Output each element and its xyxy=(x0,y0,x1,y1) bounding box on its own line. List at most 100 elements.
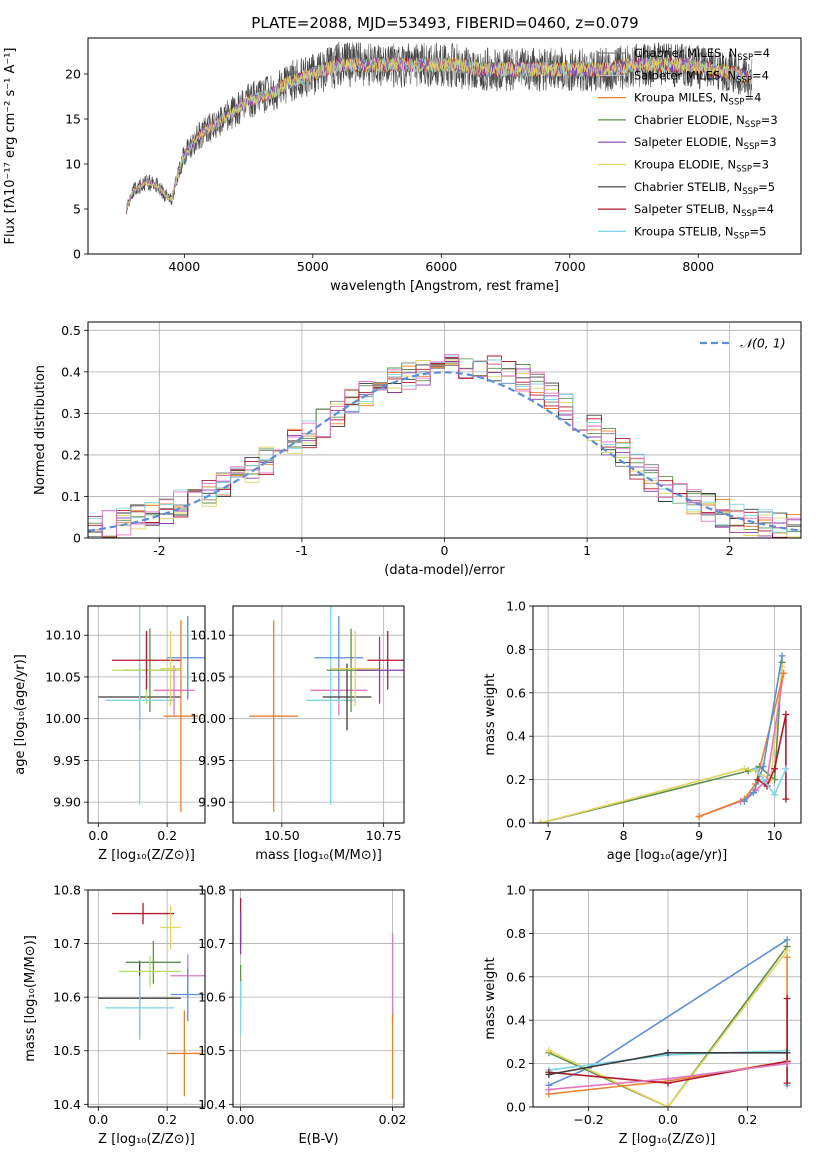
x-tick-label: 0.0 xyxy=(88,1112,108,1127)
x-tick-label: 0.0 xyxy=(88,828,108,843)
errorbar-point xyxy=(160,906,181,949)
y-tick-label: 10.4 xyxy=(53,1097,81,1112)
y-tick-label: 1.0 xyxy=(506,883,526,898)
x-tick-label: 0.02 xyxy=(379,1112,407,1127)
errorbar-points xyxy=(98,606,205,813)
legend-label: 𝒩(0, 1) xyxy=(740,336,786,351)
axis-ticks: 4000 5000 6000 7000 8000 0 5 10 15 20 xyxy=(65,67,714,275)
axis-ticks: −0.2 0.0 0.2 0.0 0.2 0.4 0.6 0.8 1.0 xyxy=(506,883,757,1128)
x-tick-label: 8000 xyxy=(682,259,714,274)
y-tick-label: 0.2 xyxy=(61,447,81,462)
x-tick-label: 7000 xyxy=(554,259,586,274)
weight-lines xyxy=(537,652,790,823)
weight-marker xyxy=(783,1049,791,1057)
weight-marker xyxy=(545,1086,553,1094)
y-axis-label: Flux [fλ10⁻¹⁷ erg cm⁻² s⁻¹ A⁻¹] xyxy=(3,48,18,245)
weight-marker xyxy=(664,1049,672,1057)
errorbar-point xyxy=(314,616,364,700)
legend-label: Chabrier STELIB, NSSP=5 xyxy=(634,180,775,197)
plot-frame xyxy=(532,605,802,824)
y-tick-label: 0.6 xyxy=(506,685,526,700)
weight-marker xyxy=(759,776,767,784)
panel-weight-vs-age: 7 8 9 10 0.0 0.2 0.4 0.6 0.8 1.0 age [log₁₀(age/yr… xyxy=(483,599,802,863)
legend-label: Kroupa MILES, NSSP=4 xyxy=(634,91,761,108)
y-tick-label: 10.5 xyxy=(198,1043,226,1058)
x-tick-label: 6000 xyxy=(425,259,457,274)
y-tick-label: 1.0 xyxy=(506,599,526,614)
x-axis-label: age [log₁₀(age/yr)] xyxy=(607,848,728,863)
spectrum-lines xyxy=(126,42,753,215)
x-tick-label: 0.2 xyxy=(157,1112,177,1127)
grid-lines xyxy=(233,606,404,823)
weight-series-line xyxy=(548,945,788,1107)
weight-lines xyxy=(545,936,791,1107)
weight-series-line xyxy=(698,673,785,818)
errorbar-point xyxy=(167,616,205,700)
y-tick-label: 0 xyxy=(73,247,81,262)
y-tick-label: 0.8 xyxy=(506,642,526,657)
axis-ticks: 0.0 0.2 9.90 9.95 10.00 10.05 10.10 xyxy=(45,628,177,843)
x-tick-label: 1 xyxy=(583,543,591,558)
weight-series xyxy=(545,947,791,1107)
y-tick-label: 9.95 xyxy=(198,753,226,768)
weight-marker xyxy=(783,936,791,944)
y-axis-label: mass [log₁₀(M/M⊙)] xyxy=(23,935,38,1062)
histograms xyxy=(88,354,801,538)
histogram-series xyxy=(88,354,801,538)
weight-series xyxy=(695,669,788,820)
errorbar-point xyxy=(167,1010,202,1097)
axis-ticks: 0.00 0.02 10.4 10.5 10.6 10.7 10.8 xyxy=(198,883,406,1128)
x-tick-label: 9 xyxy=(695,828,703,843)
legend-label: Chabrier ELODIE, NSSP=3 xyxy=(634,113,778,130)
errorbar-point xyxy=(330,631,380,707)
y-tick-label: 10.10 xyxy=(190,628,226,643)
x-tick-label: 0.2 xyxy=(737,1112,757,1127)
weight-marker xyxy=(783,995,791,1002)
weight-marker xyxy=(782,795,790,803)
panel-mass-vs-ebv: 0.00 0.02 10.4 10.5 10.6 10.7 10.8 E(B-V) xyxy=(198,883,406,1148)
weight-marker xyxy=(744,767,752,775)
plot-frame xyxy=(532,889,802,1108)
y-tick-label: 0.4 xyxy=(506,1013,526,1028)
errorbar-point xyxy=(160,631,181,707)
y-axis-label: Normed distribution xyxy=(33,365,48,495)
panel-age-vs-mass: 10.50 10.75 9.90 9.95 10.00 10.05 10.10 mass [l… xyxy=(190,605,405,863)
y-tick-label: 10.6 xyxy=(198,990,226,1005)
weight-marker xyxy=(783,1079,791,1087)
y-tick-label: 10.05 xyxy=(190,669,226,684)
panel-weight-vs-z: −0.2 0.0 0.2 0.0 0.2 0.4 0.6 0.8 1.0 Z [log₁₀(Z/Z… xyxy=(483,883,802,1147)
panel-mass-vs-z: 0.0 0.2 10.4 10.5 10.6 10.7 10.8 Z [log₁₀(Z/Z⊙)… xyxy=(23,883,206,1147)
x-tick-label: 7 xyxy=(544,828,552,843)
x-tick-label: 4000 xyxy=(168,259,200,274)
y-tick-label: 10.4 xyxy=(198,1097,226,1112)
y-tick-label: 0.6 xyxy=(506,969,526,984)
y-tick-label: 0.1 xyxy=(61,489,81,504)
y-axis-label: age [log₁₀(age/yr)] xyxy=(13,654,28,775)
x-tick-label: 10 xyxy=(767,828,783,843)
panel-age-vs-z: 0.0 0.2 9.90 9.95 10.00 10.05 10.10 Z [log₁₀(Z/… xyxy=(13,605,206,863)
errorbar-point xyxy=(367,631,404,690)
x-tick-label: 2 xyxy=(726,543,734,558)
weight-marker xyxy=(740,797,748,805)
errorbar-point xyxy=(163,620,199,813)
x-axis-label: E(B-V) xyxy=(298,1132,338,1147)
y-tick-label: 0.3 xyxy=(61,406,81,421)
y-tick-label: 10.8 xyxy=(198,883,226,898)
y-tick-label: 0.0 xyxy=(506,816,526,831)
y-tick-label: 0.4 xyxy=(61,364,81,379)
axis-ticks: -2 -1 0 1 2 0 0.1 0.2 0.3 0.4 0.5 xyxy=(61,323,734,558)
y-tick-label: 9.90 xyxy=(198,795,226,810)
errorbar-points xyxy=(98,902,205,1097)
x-axis-label: wavelength [Angstrom, rest frame] xyxy=(330,279,559,294)
errorbar-point xyxy=(112,631,181,690)
weight-marker xyxy=(740,765,748,773)
legend-label: Chabrier MILES, NSSP=4 xyxy=(634,46,770,63)
plot-frame xyxy=(87,321,802,539)
weight-marker xyxy=(771,765,779,773)
weight-marker xyxy=(782,765,790,773)
x-tick-label: 0.00 xyxy=(227,1112,255,1127)
weight-series xyxy=(754,711,790,803)
axis-ticks: 7 8 9 10 0.0 0.2 0.4 0.6 0.8 1.0 xyxy=(506,599,782,844)
x-tick-label: 8 xyxy=(620,828,628,843)
